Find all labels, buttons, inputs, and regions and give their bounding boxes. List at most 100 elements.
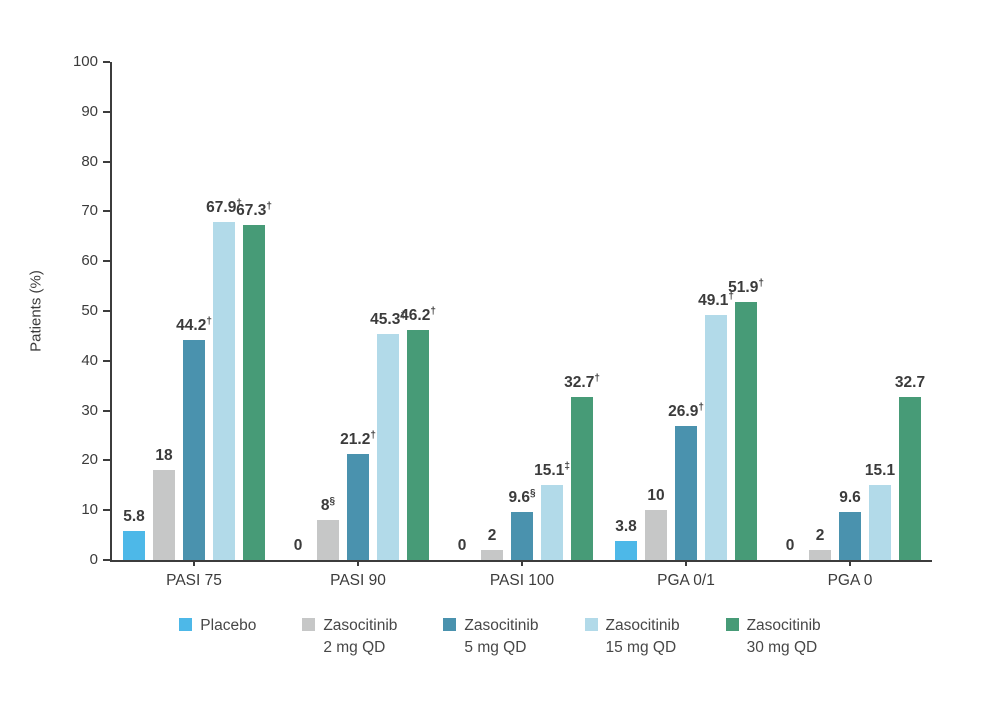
- bar-placebo-pga-0-1: [615, 541, 637, 560]
- legend-swatch-icon: [443, 618, 457, 631]
- bar-slot-zasocitinib-30-mg-qd-pga-0: 32.7: [895, 62, 925, 560]
- legend-item-zasocitinib-5-mg-qd: Zasocitinib 5 mg QD: [443, 615, 539, 659]
- bar-zasocitinib-30-mg-qd-pasi-100: [571, 397, 593, 560]
- bar-slot-zasocitinib-15-mg-qd-pasi-90: 45.3†: [370, 62, 406, 560]
- significance-marker: †: [430, 305, 436, 317]
- bar-zasocitinib-15-mg-qd-pasi-75: [213, 221, 235, 560]
- bar-value-label: 32.7†: [564, 373, 600, 392]
- legend-item-zasocitinib-30-mg-qd: Zasocitinib 30 mg QD: [725, 615, 821, 659]
- bar-value-label: 0: [785, 537, 795, 554]
- bars-row: 3.8 10 26.9† 49.1† 51.9†: [604, 62, 768, 560]
- bar-group-pasi-90: 0 8§ 21.2† 45.3† 46.2† PASI 90: [276, 62, 440, 589]
- bar-slot-placebo-pasi-90: 0: [287, 62, 309, 560]
- legend-label: Zasocitinib 2 mg QD: [323, 617, 398, 656]
- legend-item-zasocitinib-15-mg-qd: Zasocitinib 15 mg QD: [584, 615, 680, 659]
- significance-marker: ‡: [564, 460, 570, 472]
- x-tick-label-pga-0-1: PGA 0/1: [657, 572, 715, 589]
- bar-value-label: 3.8: [615, 518, 637, 536]
- legend-item-zasocitinib-2-mg-qd: Zasocitinib 2 mg QD: [302, 615, 397, 659]
- bars-row: 5.8 18 44.2† 67.9† 67.3†: [112, 62, 276, 560]
- bar-zasocitinib-5-mg-qd-pasi-75: [183, 339, 205, 560]
- bar-value-label: 5.8: [123, 508, 145, 526]
- bar-value-label: 46.2†: [400, 305, 436, 324]
- y-tick-label: 60: [81, 252, 98, 270]
- legend-label: Zasocitinib 30 mg QD: [746, 617, 821, 656]
- bar-slot-placebo-pga-0: 0: [779, 62, 801, 560]
- bar-zasocitinib-15-mg-qd-pasi-90: [377, 334, 399, 560]
- x-tick-mark: [521, 560, 523, 566]
- significance-marker: †: [236, 197, 242, 209]
- bar-slot-zasocitinib-30-mg-qd-pasi-90: 46.2†: [400, 62, 436, 560]
- bar-zasocitinib-15-mg-qd-pga-0-1: [705, 315, 727, 560]
- bar-slot-zasocitinib-2-mg-qd-pga-0-1: 10: [645, 62, 667, 560]
- legend-swatch-icon: [302, 618, 316, 631]
- y-tick-mark: [103, 61, 110, 63]
- x-tick-label-pga-0: PGA 0: [827, 572, 873, 589]
- bar-value-label: 51.9†: [728, 277, 764, 296]
- bar-value-label: 2: [815, 527, 825, 545]
- y-axis-title: Patients (%): [27, 270, 45, 352]
- bar-group-pasi-100: 0 2 9.6§ 15.1‡ 32.7† PASI 100: [440, 62, 604, 590]
- y-tick-mark: [103, 459, 110, 462]
- y-tick-label: 50: [81, 302, 98, 319]
- bar-value-label: 67.9†: [206, 197, 242, 216]
- bar-zasocitinib-5-mg-qd-pasi-90: [347, 454, 369, 560]
- bar-group-pga-0: 0 2 9.6 15.1 32.7 PGA 0: [768, 62, 932, 589]
- bar-group-pga-0-1: 3.8 10 26.9† 49.1† 51.9† PGA 0/1: [604, 62, 768, 589]
- significance-marker: †: [758, 277, 764, 289]
- bar-zasocitinib-30-mg-qd-pasi-75: [243, 224, 265, 560]
- y-tick-label: 90: [81, 102, 98, 120]
- bar-value-label: 10: [647, 487, 665, 505]
- bar-slot-zasocitinib-2-mg-qd-pasi-90: 8§: [317, 62, 339, 560]
- y-tick-mark: [103, 559, 110, 561]
- bar-slot-zasocitinib-5-mg-qd-pga-0-1: 26.9†: [668, 62, 704, 560]
- y-tick-label: 40: [81, 351, 98, 369]
- bar-value-label: 67.3†: [236, 200, 272, 219]
- legend-swatch-icon: [584, 618, 598, 631]
- bar-zasocitinib-5-mg-qd-pga-0: [839, 512, 861, 560]
- bar-zasocitinib-30-mg-qd-pga-0-1: [735, 301, 757, 560]
- bar-slot-zasocitinib-2-mg-qd-pasi-75: 18: [153, 62, 175, 560]
- bars-row: 0 2 9.6§ 15.1‡ 32.7†: [440, 62, 604, 560]
- y-tick-mark: [103, 260, 110, 263]
- bar-slot-zasocitinib-15-mg-qd-pasi-75: 67.9†: [206, 62, 242, 560]
- x-tick-mark: [357, 560, 359, 566]
- y-tick-label: 0: [89, 551, 98, 568]
- bar-slot-zasocitinib-5-mg-qd-pasi-90: 21.2†: [340, 62, 376, 560]
- bar-slot-zasocitinib-5-mg-qd-pga-0: 9.6: [839, 62, 861, 560]
- bar-value-label: 32.7: [894, 374, 926, 392]
- legend-label: Zasocitinib 15 mg QD: [605, 617, 680, 656]
- x-tick-label-pasi-90: PASI 90: [330, 572, 386, 589]
- x-tick-label-pasi-75: PASI 75: [166, 572, 222, 589]
- bar-slot-zasocitinib-30-mg-qd-pasi-75: 67.3†: [236, 62, 272, 560]
- significance-marker: †: [370, 430, 376, 442]
- bar-zasocitinib-15-mg-qd-pga-0: [869, 484, 891, 560]
- legend-label: Placebo: [200, 617, 257, 634]
- significance-marker: †: [266, 200, 272, 212]
- bar-slot-zasocitinib-15-mg-qd-pasi-100: 15.1‡: [534, 62, 570, 560]
- bar-zasocitinib-15-mg-qd-pasi-100: [541, 484, 563, 560]
- bar-value-label: 8§: [320, 496, 336, 515]
- y-tick-mark: [103, 409, 110, 412]
- significance-marker: §: [530, 488, 536, 500]
- bar-value-label: 0: [457, 537, 467, 554]
- bar-slot-placebo-pasi-100: 0: [451, 62, 473, 560]
- significance-marker: †: [594, 373, 600, 384]
- bar-slot-placebo-pga-0-1: 3.8: [615, 62, 637, 560]
- y-tick-label: 100: [72, 53, 98, 70]
- bar-value-label: 26.9†: [668, 401, 704, 421]
- bar-slot-zasocitinib-5-mg-qd-pasi-75: 44.2†: [176, 62, 212, 560]
- y-tick-mark: [103, 359, 110, 362]
- bar-value-label: 49.1†: [698, 291, 734, 310]
- significance-marker: §: [329, 496, 336, 508]
- legend: Placebo Zasocitinib 2 mg QD Zasocitinib 5 mg…: [0, 615, 1000, 659]
- significance-marker: †: [400, 310, 406, 322]
- bar-slot-zasocitinib-2-mg-qd-pga-0: 2: [809, 62, 831, 560]
- bar-zasocitinib-2-mg-qd-pasi-75: [153, 470, 175, 560]
- bar-zasocitinib-2-mg-qd-pasi-90: [317, 520, 339, 560]
- bar-slot-zasocitinib-15-mg-qd-pga-0-1: 49.1†: [698, 62, 734, 560]
- bar-slot-zasocitinib-30-mg-qd-pga-0-1: 51.9†: [728, 62, 764, 560]
- bar-slot-zasocitinib-30-mg-qd-pasi-100: 32.7†: [564, 62, 600, 560]
- y-tick-label: 10: [81, 501, 98, 519]
